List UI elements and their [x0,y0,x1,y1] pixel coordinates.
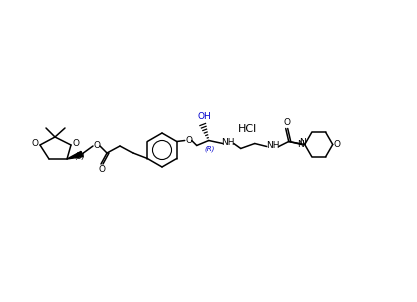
Text: O: O [98,165,106,175]
Text: O: O [185,136,192,145]
Text: NH: NH [221,138,234,147]
Text: OH: OH [198,112,211,121]
Text: O: O [283,118,290,127]
Text: O: O [32,140,38,149]
Polygon shape [67,151,83,159]
Text: (S): (S) [75,153,85,162]
Text: O: O [333,140,340,149]
Text: N: N [297,140,304,149]
Text: (R): (R) [204,145,215,152]
Text: NH: NH [266,141,279,150]
Text: N: N [299,138,306,147]
Text: O: O [93,142,100,150]
Text: HCl: HCl [239,124,258,134]
Text: O: O [73,140,80,149]
